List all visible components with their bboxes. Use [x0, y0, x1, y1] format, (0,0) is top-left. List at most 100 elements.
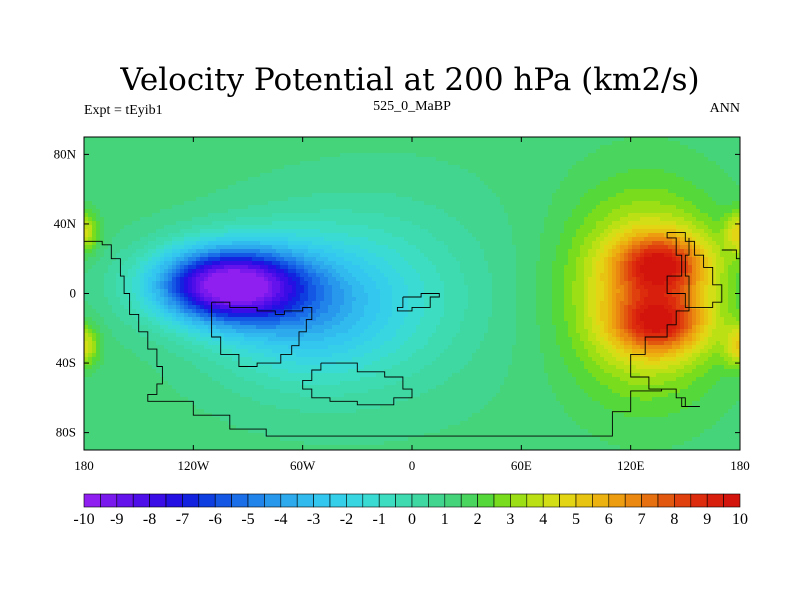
field-cell	[596, 181, 601, 186]
field-cell	[620, 177, 625, 182]
field-cell	[552, 181, 557, 186]
field-cell	[264, 169, 269, 174]
field-cell	[196, 185, 201, 190]
field-cell	[724, 153, 729, 158]
field-cell	[616, 233, 621, 238]
field-cell	[508, 161, 513, 166]
field-cell	[160, 241, 165, 246]
field-cell	[652, 149, 657, 154]
field-cell	[720, 229, 725, 234]
field-cell	[556, 225, 561, 230]
field-cell	[268, 249, 273, 254]
field-cell	[632, 157, 637, 162]
field-cell	[572, 165, 577, 170]
field-cell	[460, 181, 465, 186]
field-cell	[200, 225, 205, 230]
field-cell	[348, 225, 353, 230]
field-cell	[492, 137, 497, 142]
field-cell	[512, 185, 517, 190]
field-cell	[192, 221, 197, 226]
field-cell	[600, 141, 605, 146]
field-cell	[216, 161, 221, 166]
field-cell	[124, 233, 129, 238]
field-cell	[592, 161, 597, 166]
field-cell	[248, 249, 253, 254]
field-cell	[572, 237, 577, 242]
field-cell	[712, 153, 717, 158]
field-cell	[716, 197, 721, 202]
field-cell	[632, 249, 637, 254]
field-cell	[508, 225, 513, 230]
field-cell	[196, 237, 201, 242]
field-cell	[200, 153, 205, 158]
field-cell	[704, 165, 709, 170]
field-cell	[524, 253, 529, 258]
field-cell	[640, 233, 645, 238]
field-cell	[528, 213, 533, 218]
field-cell	[148, 197, 153, 202]
field-cell	[172, 257, 177, 262]
field-cell	[600, 157, 605, 162]
field-cell	[84, 217, 89, 222]
field-cell	[712, 245, 717, 250]
field-cell	[576, 197, 581, 202]
field-cell	[212, 237, 217, 242]
field-cell	[680, 181, 685, 186]
field-cell	[540, 157, 545, 162]
field-cell	[568, 153, 573, 158]
field-cell	[452, 245, 457, 250]
field-cell	[568, 201, 573, 206]
field-cell	[584, 241, 589, 246]
field-cell	[688, 137, 693, 142]
field-cell	[140, 225, 145, 230]
field-cell	[284, 205, 289, 210]
field-cell	[140, 245, 145, 250]
field-cell	[428, 141, 433, 146]
field-cell	[616, 145, 621, 150]
field-cell	[280, 197, 285, 202]
field-cell	[160, 189, 165, 194]
field-cell	[684, 177, 689, 182]
field-cell	[664, 173, 669, 178]
field-cell	[448, 141, 453, 146]
field-cell	[328, 149, 333, 154]
field-cell	[556, 177, 561, 182]
field-cell	[240, 145, 245, 150]
field-cell	[480, 253, 485, 258]
field-cell	[660, 157, 665, 162]
field-cell	[636, 233, 641, 238]
field-cell	[636, 177, 641, 182]
field-cell	[612, 181, 617, 186]
field-cell	[164, 189, 169, 194]
field-cell	[524, 153, 529, 158]
field-cell	[384, 245, 389, 250]
field-cell	[248, 157, 253, 162]
field-cell	[724, 185, 729, 190]
field-cell	[308, 209, 313, 214]
field-cell	[88, 141, 93, 146]
field-cell	[644, 253, 649, 258]
field-cell	[516, 197, 521, 202]
field-cell	[304, 201, 309, 206]
field-cell	[88, 169, 93, 174]
field-cell	[604, 249, 609, 254]
field-cell	[568, 181, 573, 186]
field-cell	[704, 153, 709, 158]
field-cell	[300, 141, 305, 146]
field-cell	[288, 153, 293, 158]
field-cell	[512, 157, 517, 162]
field-cell	[728, 197, 733, 202]
field-cell	[388, 205, 393, 210]
field-cell	[84, 193, 89, 198]
field-cell	[396, 229, 401, 234]
field-cell	[464, 149, 469, 154]
field-cell	[580, 253, 585, 258]
field-cell	[348, 189, 353, 194]
field-cell	[200, 185, 205, 190]
field-cell	[704, 181, 709, 186]
field-cell	[528, 233, 533, 238]
field-cell	[488, 201, 493, 206]
field-cell	[384, 253, 389, 258]
field-cell	[440, 225, 445, 230]
field-cell	[224, 169, 229, 174]
